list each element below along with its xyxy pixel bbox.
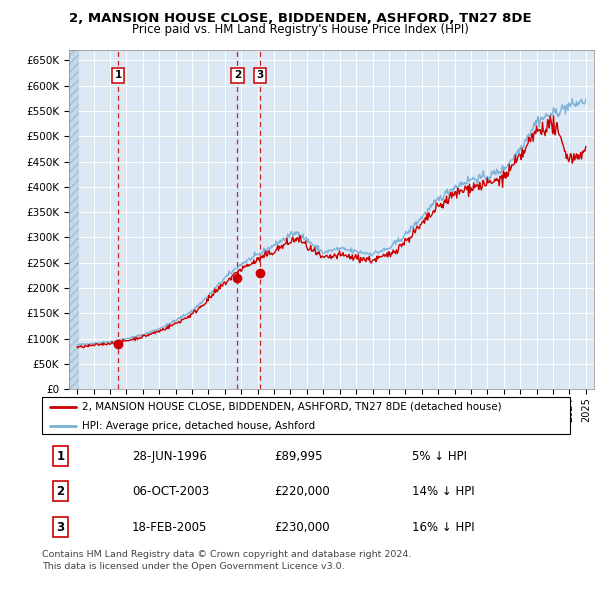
Text: 28-JUN-1996: 28-JUN-1996 (132, 450, 206, 463)
Text: 06-OCT-2003: 06-OCT-2003 (132, 484, 209, 498)
Text: £220,000: £220,000 (274, 484, 330, 498)
Text: Price paid vs. HM Land Registry's House Price Index (HPI): Price paid vs. HM Land Registry's House … (131, 23, 469, 36)
Bar (69, 50, 79, 389)
Text: HPI: Average price, detached house, Ashford: HPI: Average price, detached house, Ashf… (82, 421, 315, 431)
Text: 2: 2 (234, 70, 241, 80)
Text: 18-FEB-2005: 18-FEB-2005 (132, 521, 207, 534)
Text: 2: 2 (56, 484, 65, 498)
Text: 16% ↓ HPI: 16% ↓ HPI (412, 521, 474, 534)
Text: £89,995: £89,995 (274, 450, 323, 463)
Text: 3: 3 (56, 521, 65, 534)
FancyBboxPatch shape (42, 397, 570, 434)
Text: £230,000: £230,000 (274, 521, 330, 534)
Text: 5% ↓ HPI: 5% ↓ HPI (412, 450, 467, 463)
Text: Contains HM Land Registry data © Crown copyright and database right 2024.
This d: Contains HM Land Registry data © Crown c… (42, 550, 412, 571)
Text: 14% ↓ HPI: 14% ↓ HPI (412, 484, 474, 498)
Text: 2, MANSION HOUSE CLOSE, BIDDENDEN, ASHFORD, TN27 8DE (detached house): 2, MANSION HOUSE CLOSE, BIDDENDEN, ASHFO… (82, 402, 501, 412)
Text: 1: 1 (56, 450, 65, 463)
Text: 2, MANSION HOUSE CLOSE, BIDDENDEN, ASHFORD, TN27 8DE: 2, MANSION HOUSE CLOSE, BIDDENDEN, ASHFO… (68, 12, 532, 25)
Text: 3: 3 (256, 70, 263, 80)
Text: 1: 1 (115, 70, 122, 80)
